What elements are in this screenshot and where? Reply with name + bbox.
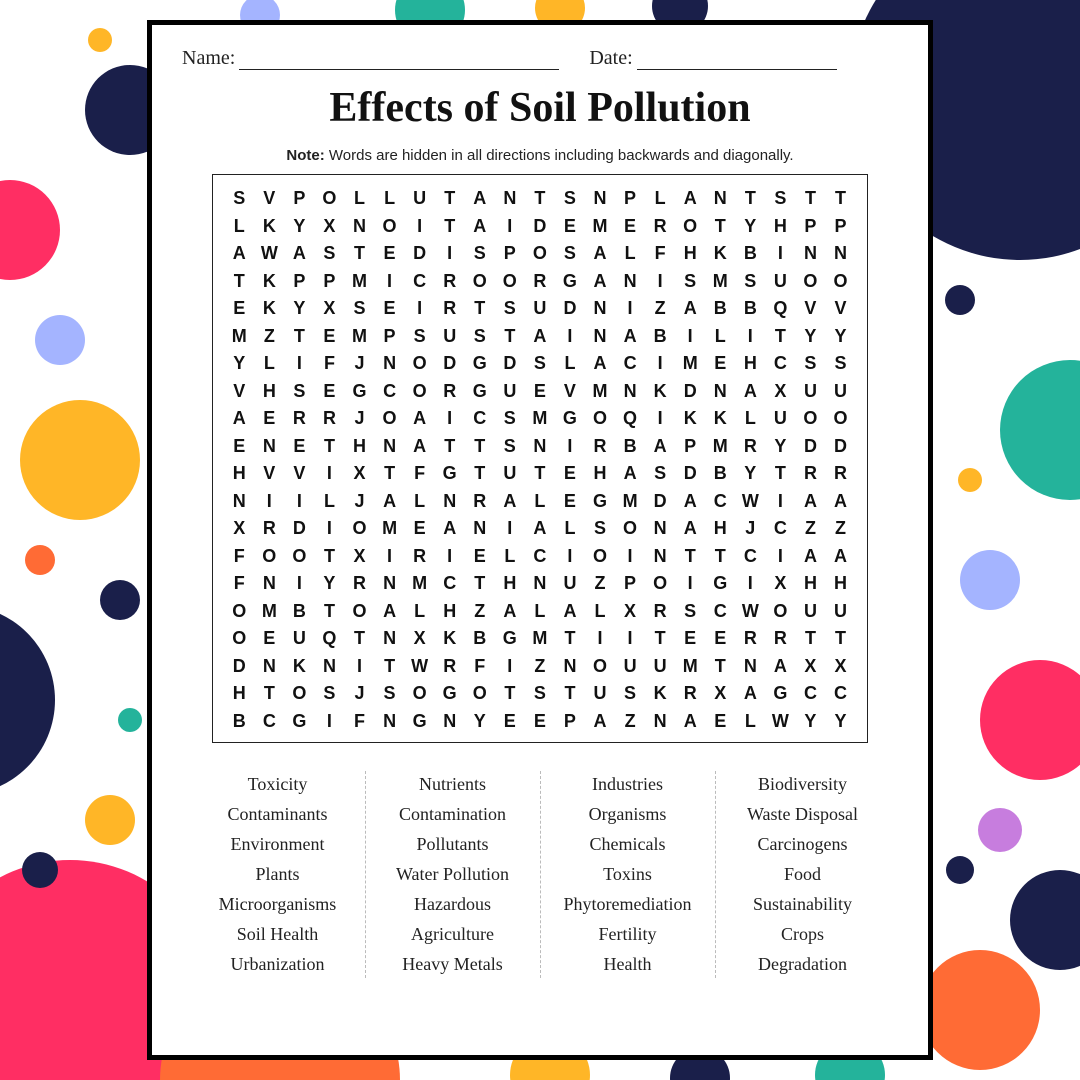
- word-item: Environment: [190, 834, 365, 855]
- note-label: Note:: [286, 147, 324, 164]
- grid-row: DNKNITWRFIZNOUUMTNAXX: [225, 657, 855, 675]
- grid-row: MZTEMPSUSTAINABILITYY: [225, 327, 855, 345]
- grid-row: XRDIOMEANIALSONAHJCZZ: [225, 519, 855, 537]
- header-fields: Name: Date:: [182, 47, 898, 70]
- word-item: Phytoremediation: [540, 894, 715, 915]
- word-list: Toxicity Contaminants Environment Plants Mic…: [182, 765, 898, 984]
- word-item: Chemicals: [540, 834, 715, 855]
- grid-row: OMBTOALHZALALXRSCWOUU: [225, 602, 855, 620]
- word-item: Contaminants: [190, 804, 365, 825]
- instructions: Note: Words are hidden in all directions…: [182, 147, 898, 164]
- name-label: Name:: [182, 47, 235, 70]
- word-item: Urbanization: [190, 954, 365, 975]
- word-item: Nutrients: [365, 774, 540, 795]
- date-blank[interactable]: [637, 51, 837, 70]
- word-item: Biodiversity: [715, 774, 890, 795]
- wordsearch-grid: SVPOLLUTANTSNPLANTSTT LKYXNOITAIDEMEROTYH…: [225, 189, 855, 730]
- word-item: Waste Disposal: [715, 804, 890, 825]
- grid-row: SVPOLLUTANTSNPLANTSTT: [225, 189, 855, 207]
- grid-row: HVVIXTFGTUTEHASDBYTRR: [225, 464, 855, 482]
- word-item: Health: [540, 954, 715, 975]
- grid-row: AWASTEDISPOSALFHKBINN: [225, 244, 855, 262]
- grid-row: HTOSJSOGOTSTUSKRXAGCC: [225, 684, 855, 702]
- word-item: Microorganisms: [190, 894, 365, 915]
- word-item: Soil Health: [190, 924, 365, 945]
- grid-row: OEUQTNXKBGMTIITEERRTT: [225, 629, 855, 647]
- grid-row: LKYXNOITAIDEMEROTYHPP: [225, 217, 855, 235]
- word-column: Biodiversity Waste Disposal Carcinogens Foo…: [715, 765, 890, 984]
- word-column: Nutrients Contamination Pollutants Water Po…: [365, 765, 540, 984]
- date-label: Date:: [589, 47, 632, 70]
- word-item: Toxins: [540, 864, 715, 885]
- note-text: Words are hidden in all directions inclu…: [325, 147, 794, 164]
- word-item: Water Pollution: [365, 864, 540, 885]
- word-item: Agriculture: [365, 924, 540, 945]
- grid-row: VHSEGCORGUEVMNKDNAXUU: [225, 382, 855, 400]
- word-item: Toxicity: [190, 774, 365, 795]
- word-item: Crops: [715, 924, 890, 945]
- word-column: Toxicity Contaminants Environment Plants Mic…: [190, 765, 365, 984]
- grid-row: FOOTXIRIELCIOINTTCIAA: [225, 547, 855, 565]
- name-field[interactable]: Name:: [182, 47, 559, 70]
- grid-row: FNIYRNMCTHNUZPOIGIXHH: [225, 574, 855, 592]
- grid-row: YLIFJNODGDSLACIMEHCSS: [225, 354, 855, 372]
- name-blank[interactable]: [239, 51, 559, 70]
- word-item: Food: [715, 864, 890, 885]
- word-item: Industries: [540, 774, 715, 795]
- word-item: Hazardous: [365, 894, 540, 915]
- grid-row: NIILJALNRALEGMDACWIAA: [225, 492, 855, 510]
- grid-row: AERRJOAICSMGOQIKKLUOO: [225, 409, 855, 427]
- word-item: Sustainability: [715, 894, 890, 915]
- word-item: Fertility: [540, 924, 715, 945]
- grid-row: TKPPMICROORGANISMSUOO: [225, 272, 855, 290]
- worksheet-sheet: Name: Date: Effects of Soil Pollution No…: [147, 20, 933, 1060]
- page-title: Effects of Soil Pollution: [182, 84, 898, 132]
- wordsearch-grid-frame: SVPOLLUTANTSNPLANTSTT LKYXNOITAIDEMEROTYH…: [212, 174, 868, 743]
- grid-row: ENETHNATTSNIRBAPMRYDD: [225, 437, 855, 455]
- word-item: Organisms: [540, 804, 715, 825]
- word-item: Pollutants: [365, 834, 540, 855]
- word-item: Carcinogens: [715, 834, 890, 855]
- word-item: Degradation: [715, 954, 890, 975]
- word-item: Heavy Metals: [365, 954, 540, 975]
- grid-row: EKYXSEIRTSUDNIZABBQVV: [225, 299, 855, 317]
- word-item: Contamination: [365, 804, 540, 825]
- word-item: Plants: [190, 864, 365, 885]
- word-column: Industries Organisms Chemicals Toxins Phytor…: [540, 765, 715, 984]
- date-field[interactable]: Date:: [589, 47, 836, 70]
- grid-row: BCGIFNGNYEEPAZNAELWYY: [225, 712, 855, 730]
